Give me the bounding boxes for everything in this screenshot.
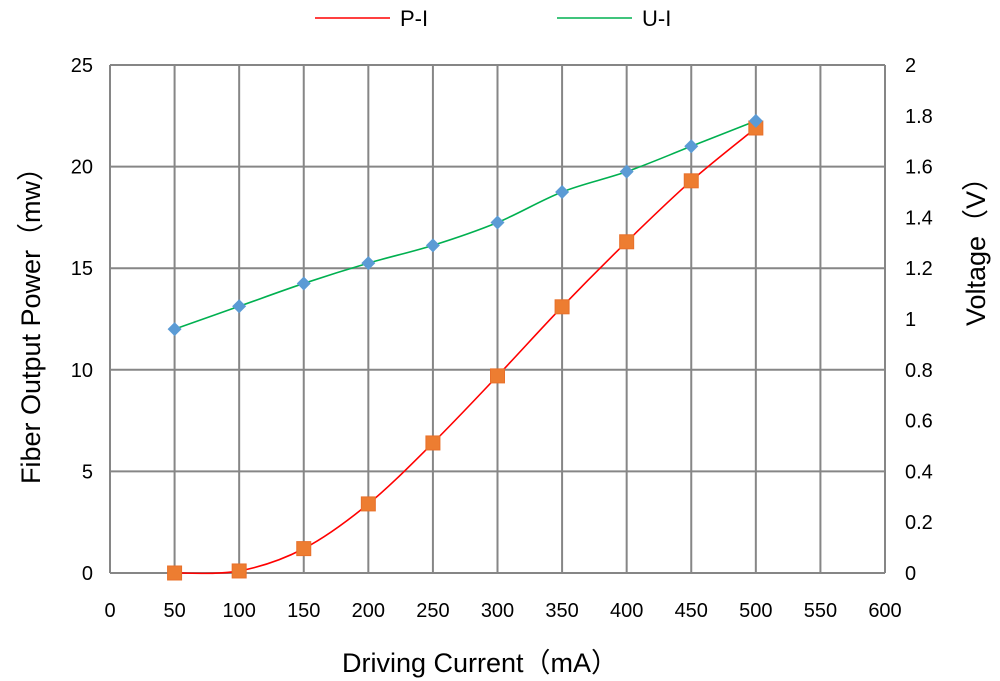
data-point-p-i xyxy=(619,234,635,250)
data-point-u-i xyxy=(490,215,505,230)
x-tick-label: 500 xyxy=(739,600,772,622)
data-point-p-i xyxy=(296,541,312,557)
data-point-p-i xyxy=(231,563,247,579)
y-tick-label: 0 xyxy=(82,563,93,585)
x-tick-label: 50 xyxy=(163,600,185,622)
y-tick-label: 15 xyxy=(71,258,93,280)
data-point-p-i xyxy=(554,299,570,315)
grid xyxy=(109,64,886,574)
x-tick-label: 600 xyxy=(868,600,901,622)
series-line-p-i xyxy=(174,127,757,575)
y2-tick-label: 1 xyxy=(905,309,916,331)
y2-tick-label: 0.6 xyxy=(905,411,933,433)
data-point-u-i xyxy=(361,256,376,271)
x-tick-label: 450 xyxy=(675,600,708,622)
data-point-p-i xyxy=(683,173,699,189)
legend-label-p-i: P-I xyxy=(400,6,428,31)
data-point-p-i xyxy=(167,565,183,581)
data-point-p-i xyxy=(360,496,376,512)
y2-tick-label: 0.2 xyxy=(905,512,933,534)
y2-tick-label: 1.4 xyxy=(905,207,933,229)
series-line-u-i xyxy=(174,120,757,330)
x-tick-label: 400 xyxy=(610,600,643,622)
legend: P-I U-I xyxy=(315,6,671,31)
x-tick-label: 0 xyxy=(104,600,115,622)
data-point-u-i xyxy=(555,185,570,199)
tick-labels: 0 50 100 150 200 250 300 350 400 450 500 550 6000510… xyxy=(71,55,933,622)
data-point-p-i xyxy=(490,368,505,384)
y-tick-label: 25 xyxy=(71,55,93,77)
y-axis-label: Fiber Output Power（mw） xyxy=(16,154,46,484)
data-point-p-i xyxy=(425,435,441,451)
x-axis-label: Driving Current（mA） xyxy=(342,648,618,678)
y-tick-label: 20 xyxy=(71,157,93,179)
x-tick-label: 550 xyxy=(804,600,837,622)
y2-tick-label: 1.8 xyxy=(905,106,933,128)
data-point-u-i xyxy=(684,139,699,154)
y2-tick-label: 2 xyxy=(905,55,916,77)
y2-axis-label: Voltage（V） xyxy=(961,164,991,326)
data-point-u-i xyxy=(232,299,247,314)
data-point-u-i xyxy=(167,322,182,337)
y2-tick-label: 1.2 xyxy=(905,258,933,280)
x-tick-label: 200 xyxy=(352,600,385,622)
data-point-u-i xyxy=(425,238,440,253)
series-markers xyxy=(167,113,764,581)
legend-label-u-i: U-I xyxy=(642,6,671,31)
y2-tick-label: 1.6 xyxy=(905,157,933,179)
data-point-u-i xyxy=(296,276,311,291)
data-point-u-i xyxy=(619,164,634,179)
y2-tick-label: 0.8 xyxy=(905,360,933,382)
series-lines xyxy=(174,120,757,575)
x-tick-label: 300 xyxy=(481,600,514,622)
x-tick-label: 100 xyxy=(222,600,255,622)
data-point-u-i xyxy=(748,113,763,128)
x-tick-label: 250 xyxy=(416,600,449,622)
y-tick-label: 10 xyxy=(71,360,93,382)
x-tick-label: 350 xyxy=(545,600,578,622)
y-tick-label: 5 xyxy=(82,461,93,483)
y2-tick-label: 0.4 xyxy=(905,461,933,483)
y2-tick-label: 0 xyxy=(905,563,916,585)
x-tick-label: 150 xyxy=(287,600,320,622)
